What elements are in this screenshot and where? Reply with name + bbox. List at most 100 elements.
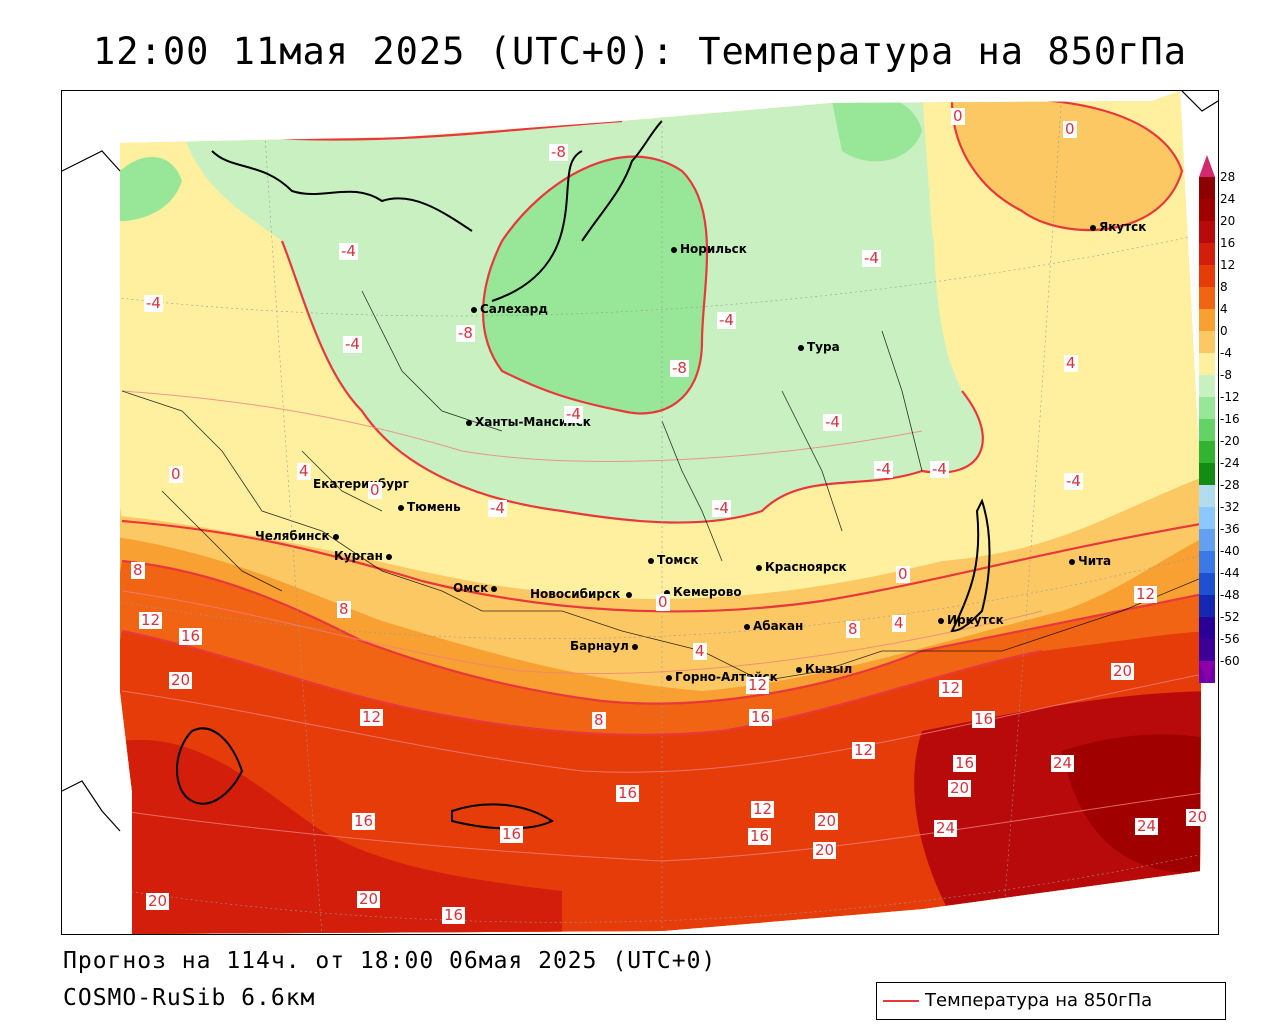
- contour-label: 16: [500, 825, 524, 843]
- colorbar-top-arrow: [1199, 155, 1215, 177]
- contour-label: 20: [813, 841, 837, 859]
- colorbar-segment: [1199, 617, 1215, 639]
- colorbar-segment: [1199, 309, 1215, 331]
- contour-label: 20: [948, 779, 972, 797]
- contour-label: 16: [352, 812, 376, 830]
- model-info: COSMO-RuSib 6.6км: [63, 985, 316, 1011]
- contour-label: -4: [144, 294, 163, 312]
- city-dot: [631, 643, 638, 650]
- contour-label: 20: [357, 890, 381, 908]
- forecast-info: Прогноз на 114ч. от 18:00 06мая 2025 (UT…: [63, 948, 717, 974]
- contour-label: -8: [549, 143, 568, 161]
- colorbar-tick-label: 8: [1220, 280, 1228, 294]
- city-dot: [1090, 224, 1096, 231]
- contour-label: 4: [1064, 354, 1078, 372]
- contour-label: 20: [1186, 808, 1210, 826]
- colorbar-bottom-arrow: [1199, 661, 1215, 683]
- contour-label: 12: [360, 708, 384, 726]
- contour-label: 16: [179, 627, 203, 645]
- colorbar-tick-label: -52: [1220, 610, 1240, 624]
- city-krasnoyarsk: Красноярск: [756, 561, 847, 573]
- colorbar-tick-label: -44: [1220, 566, 1240, 580]
- contour-label: 0: [368, 481, 382, 499]
- city-tura: Тура: [798, 341, 840, 353]
- contour-label: 12: [751, 800, 775, 818]
- contour-label: -4: [339, 242, 358, 260]
- city-dot: [796, 666, 802, 673]
- contour-label: -4: [930, 460, 949, 478]
- contour-label: -4: [823, 413, 842, 431]
- colorbar-tick-label: 4: [1220, 302, 1228, 316]
- city-dot: [664, 589, 670, 596]
- colorbar-segment: [1199, 419, 1215, 441]
- contour-label: 24: [1135, 817, 1159, 835]
- city-kyzyl: Кызыл: [796, 663, 852, 675]
- city-yekaterinburg: Екатеринбург: [313, 477, 409, 491]
- city-dot: [671, 246, 677, 253]
- contour-label: 0: [1063, 120, 1077, 138]
- contour-label: 24: [1051, 754, 1075, 772]
- colorbar-tick-label: 20: [1220, 214, 1236, 228]
- colorbar-tick-label: -40: [1220, 544, 1240, 558]
- colorbar-segment: [1199, 529, 1215, 551]
- contour-label: 12: [139, 611, 163, 629]
- city-chita: Чита: [1069, 555, 1111, 567]
- contour-label: 4: [693, 642, 707, 660]
- colorbar-segment: [1199, 639, 1215, 661]
- city-tomsk: Томск: [648, 554, 699, 566]
- colorbar-segment: [1199, 177, 1215, 199]
- contour-label: 20: [1111, 662, 1135, 680]
- colorbar-tick-label: 28: [1220, 170, 1236, 184]
- city-salekhard: Салехард: [471, 303, 548, 315]
- city-dot: [648, 557, 654, 564]
- city-dot: [466, 419, 472, 426]
- legend-label: Температура на 850гПа: [925, 990, 1153, 1011]
- contour-label: 16: [442, 906, 466, 924]
- colorbar-segment: [1199, 353, 1215, 375]
- contour-label: 0: [656, 593, 670, 611]
- city-tyumen: Тюмень: [398, 501, 461, 513]
- city-dot: [332, 533, 339, 540]
- city-dot: [666, 674, 672, 681]
- colorbar-segment: [1199, 463, 1215, 485]
- contour-label: 8: [846, 620, 860, 638]
- city-dot: [491, 585, 498, 592]
- colorbar-tick-label: 0: [1220, 324, 1228, 338]
- city-khanty-mansiysk: Ханты-Мансийск: [466, 416, 591, 428]
- colorbar-segment: [1199, 221, 1215, 243]
- contour-label: 20: [815, 812, 839, 830]
- contour-label: -4: [1064, 472, 1083, 490]
- colorbar-tick-label: 12: [1220, 258, 1236, 272]
- contour-label: 16: [749, 708, 773, 726]
- colorbar-tick-label: 16: [1220, 236, 1236, 250]
- colorbar-segment: [1199, 375, 1215, 397]
- colorbar-tick-label: -20: [1220, 434, 1240, 448]
- city-kurgan: Курган: [334, 550, 395, 562]
- city-irkutsk: Иркутск: [938, 614, 1004, 626]
- contour-label: -4: [488, 499, 507, 517]
- city-barnaul: Барнаул: [570, 640, 641, 652]
- contour-label: -4: [874, 460, 893, 478]
- contour-label: 16: [616, 784, 640, 802]
- colorbar-tick-label: -48: [1220, 588, 1240, 602]
- contour-label: 16: [972, 710, 996, 728]
- contour-label: 24: [934, 819, 958, 837]
- colorbar-segment: [1199, 595, 1215, 617]
- contour-label: 20: [169, 671, 193, 689]
- colorbar-tick-label: -8: [1220, 368, 1232, 382]
- map-title: 12:00 11мая 2025 (UTC+0): Температура на…: [93, 30, 1187, 73]
- contour-label: 12: [939, 679, 963, 697]
- city-dot: [471, 306, 477, 313]
- contour-label: -8: [456, 324, 475, 342]
- map-area: [61, 90, 1219, 935]
- colorbar-tick-label: -60: [1220, 654, 1240, 668]
- colorbar-tick-label: -28: [1220, 478, 1240, 492]
- contour-label: 0: [951, 107, 965, 125]
- legend-box: Температура на 850гПа: [876, 982, 1226, 1020]
- colorbar-segment: [1199, 573, 1215, 595]
- contour-label: 0: [896, 565, 910, 583]
- colorbar-segment: [1199, 507, 1215, 529]
- contour-label: 4: [892, 614, 906, 632]
- colorbar-tick-label: -16: [1220, 412, 1240, 426]
- colorbar-tick-label: -24: [1220, 456, 1240, 470]
